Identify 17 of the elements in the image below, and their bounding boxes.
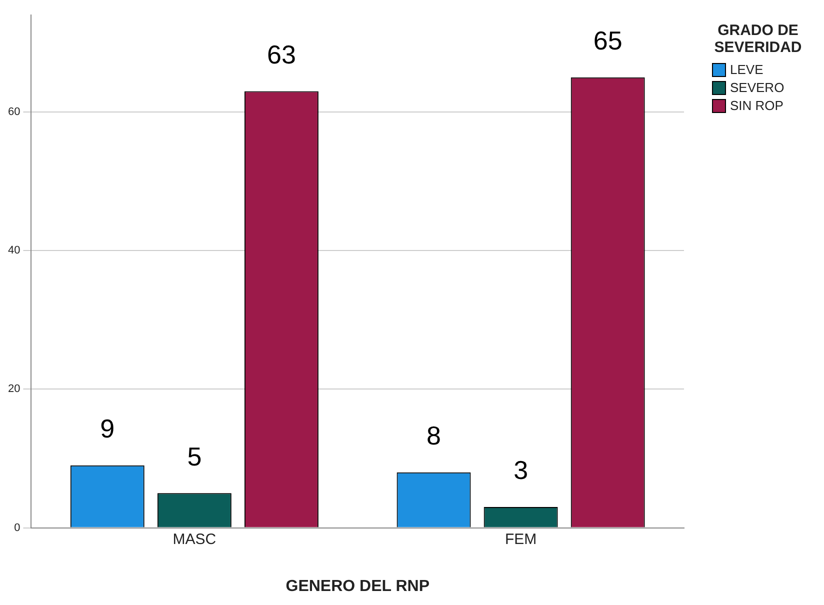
data-label: 65 bbox=[593, 26, 622, 56]
y-tick-label: 40 bbox=[8, 244, 20, 257]
data-label: 8 bbox=[426, 420, 442, 451]
data-label: 9 bbox=[100, 414, 115, 444]
x-tick-label: MASC bbox=[172, 530, 216, 548]
data-label: 3 bbox=[514, 455, 528, 486]
y-tick-label: 60 bbox=[8, 106, 20, 118]
y-tick-label: 0 bbox=[14, 522, 20, 534]
y-tick-label: 20 bbox=[8, 383, 20, 396]
data-label: 5 bbox=[187, 441, 202, 472]
legend-label: SEVERO bbox=[730, 80, 784, 95]
legend-title: GRADO DE SEVERIDAD bbox=[713, 22, 803, 56]
data-label: 63 bbox=[267, 39, 296, 70]
legend-label: LEVE bbox=[730, 62, 764, 77]
x-tick-label: FEM bbox=[504, 530, 537, 548]
legend-label: SIN ROP bbox=[730, 98, 784, 113]
x-axis-title: GENERO DEL RNP bbox=[286, 578, 430, 595]
